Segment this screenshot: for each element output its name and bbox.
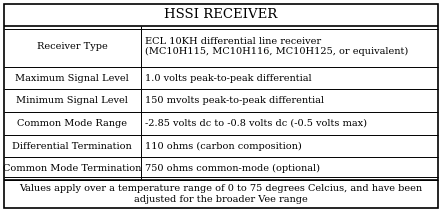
Text: -2.85 volts dc to -0.8 volts dc (-0.5 volts max): -2.85 volts dc to -0.8 volts dc (-0.5 vo… xyxy=(145,119,367,128)
Text: ECL 10KH differential line receiver
(MC10H115, MC10H116, MC10H125, or equivalent: ECL 10KH differential line receiver (MC1… xyxy=(145,37,408,56)
Text: 1.0 volts peak-to-peak differential: 1.0 volts peak-to-peak differential xyxy=(145,74,311,83)
Text: Differential Termination: Differential Termination xyxy=(12,142,132,151)
Text: Minimum Signal Level: Minimum Signal Level xyxy=(16,96,128,105)
Text: Common Mode Termination: Common Mode Termination xyxy=(3,164,141,173)
Text: Values apply over a temperature range of 0 to 75 degrees Celcius, and have been
: Values apply over a temperature range of… xyxy=(19,184,423,204)
Text: HSSI RECEIVER: HSSI RECEIVER xyxy=(164,8,278,21)
Text: 110 ohms (carbon composition): 110 ohms (carbon composition) xyxy=(145,141,301,151)
Text: 750 ohms common-mode (optional): 750 ohms common-mode (optional) xyxy=(145,164,320,173)
Text: Maximum Signal Level: Maximum Signal Level xyxy=(15,74,129,83)
Text: 150 mvolts peak-to-peak differential: 150 mvolts peak-to-peak differential xyxy=(145,96,324,105)
Text: Receiver Type: Receiver Type xyxy=(37,42,108,51)
Text: Common Mode Range: Common Mode Range xyxy=(17,119,127,128)
